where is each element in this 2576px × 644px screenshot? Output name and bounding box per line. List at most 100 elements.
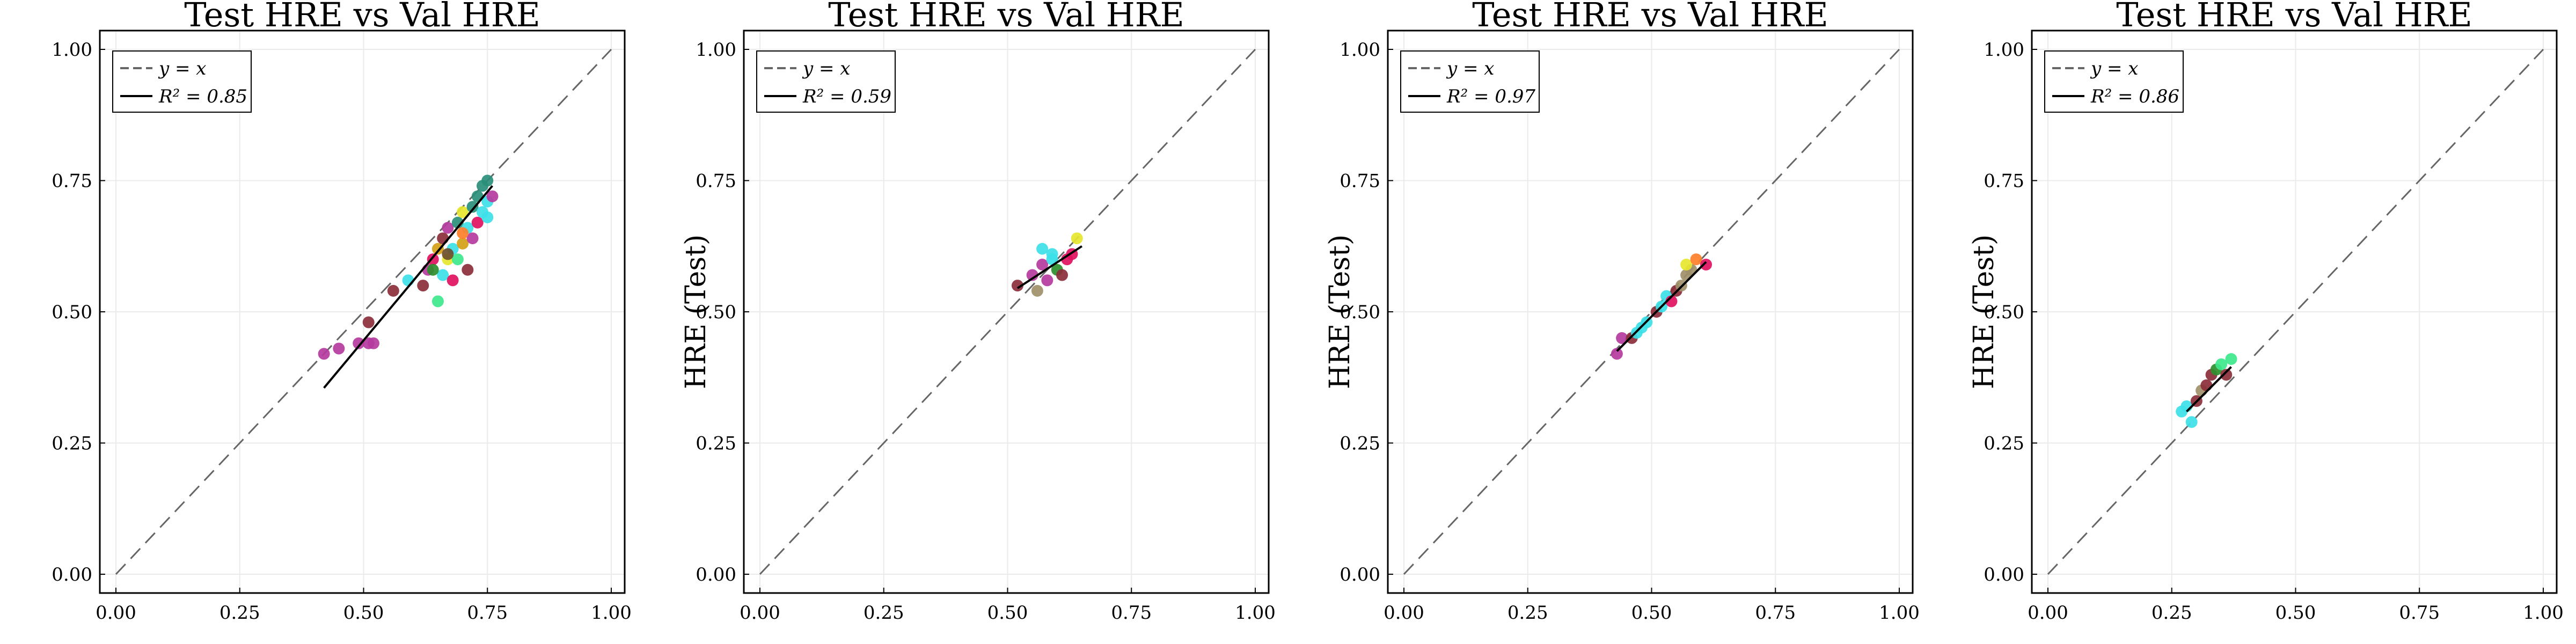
y-axis-label: HRE (Test) bbox=[680, 235, 712, 390]
x-tick-label: 0.50 bbox=[1631, 602, 1672, 624]
legend-box bbox=[2044, 50, 2184, 113]
scatter-point bbox=[318, 348, 330, 360]
scatter-point bbox=[2185, 416, 2198, 428]
legend-label: y = x bbox=[802, 58, 851, 79]
y-axis-label: HRE (Test) bbox=[1324, 235, 1356, 390]
scatter-point bbox=[1036, 243, 1049, 255]
chart-panel-4: Test HRE vs Val HRE 0.000.00 0.25 0.25 0.50 0… bbox=[1968, 0, 2564, 624]
x-tick-label: 0.75 bbox=[1755, 602, 1796, 624]
y-tick-label: 1.00 bbox=[1340, 39, 1380, 61]
identity-line bbox=[759, 48, 1256, 575]
scatter-point bbox=[427, 264, 439, 276]
x-tick-label: 0.25 bbox=[863, 602, 904, 624]
fit-line bbox=[1016, 245, 1083, 289]
scatter-point bbox=[481, 174, 494, 187]
legend-label: R² = 0.97 bbox=[1446, 86, 1535, 107]
scatter-point bbox=[362, 316, 375, 328]
legend-box bbox=[1400, 50, 1540, 113]
legend-box bbox=[112, 50, 252, 113]
y-tick-label: 0.25 bbox=[52, 433, 92, 455]
scatter-point bbox=[481, 211, 494, 223]
chart-title: Test HRE vs Val HRE bbox=[2116, 0, 2472, 34]
x-tick-label: 1.00 bbox=[1879, 602, 1920, 624]
chart-panel-2: Test HRE vs Val HRE 0.000.00 0.25 0.25 0.50 0… bbox=[680, 0, 1276, 624]
y-tick-label: 1.00 bbox=[1984, 39, 2024, 61]
identity-line bbox=[2047, 48, 2544, 575]
x-tick-label: 0.75 bbox=[2399, 602, 2440, 624]
y-axis-label: HRE (Test) bbox=[1968, 235, 2000, 390]
y-tick-label: 0.75 bbox=[1984, 171, 2024, 192]
chart-title: Test HRE vs Val HRE bbox=[828, 0, 1184, 34]
y-tick-label: 0.00 bbox=[1340, 564, 1380, 586]
legend-label: R² = 0.59 bbox=[802, 86, 891, 107]
legend-label: R² = 0.86 bbox=[2090, 86, 2179, 107]
scatter-point bbox=[451, 253, 464, 266]
scatter-point bbox=[457, 206, 469, 218]
scatter-point bbox=[353, 337, 365, 349]
scatter-point bbox=[387, 284, 399, 297]
x-tick-label: 0.00 bbox=[1384, 602, 1424, 624]
scatter-point bbox=[367, 337, 379, 349]
scatter-point bbox=[1036, 258, 1049, 270]
y-tick-label: 0.00 bbox=[52, 564, 92, 586]
scatter-point bbox=[2215, 358, 2228, 370]
legend-box bbox=[756, 50, 896, 113]
y-tick-label: 0.75 bbox=[696, 171, 736, 192]
y-tick-label: 0.50 bbox=[52, 302, 92, 323]
y-tick-label: 0.75 bbox=[52, 171, 92, 192]
fit-line bbox=[1616, 261, 1707, 352]
scatter-point bbox=[457, 227, 469, 239]
scatter-point bbox=[1071, 232, 1083, 245]
scatter-point bbox=[333, 342, 345, 355]
legend: y = x R² = 0.97 bbox=[1400, 50, 1540, 113]
scatter-point bbox=[1046, 248, 1058, 260]
legend-label: y = x bbox=[1446, 58, 1495, 79]
y-tick-label: 1.00 bbox=[52, 39, 92, 61]
y-tick-label: 0.50 bbox=[1984, 302, 2024, 323]
legend-label: y = x bbox=[2090, 58, 2139, 79]
x-tick-label: 0.25 bbox=[219, 602, 260, 624]
fit-line bbox=[2186, 366, 2232, 413]
chart-panel-3: Test HRE vs Val HRE 0.000.00 0.25 0.25 0.50 0… bbox=[1324, 0, 1920, 624]
chart-panel-1: Test HRE vs Val HRE 0.000.00 0.25 0.25 0.50 0… bbox=[52, 0, 632, 624]
x-tick-label: 0.50 bbox=[987, 602, 1028, 624]
scatter-point bbox=[1011, 280, 1023, 292]
legend-label: y = x bbox=[158, 58, 207, 79]
chart-title: Test HRE vs Val HRE bbox=[184, 0, 540, 34]
scatter-point bbox=[437, 232, 449, 245]
x-tick-label: 1.00 bbox=[591, 602, 632, 624]
scatter-point bbox=[1611, 348, 1623, 360]
x-tick-label: 0.00 bbox=[740, 602, 780, 624]
x-tick-label: 1.00 bbox=[1235, 602, 1276, 624]
x-tick-label: 0.75 bbox=[1111, 602, 1152, 624]
scatter-point bbox=[471, 216, 484, 229]
x-tick-label: 0.00 bbox=[2028, 602, 2068, 624]
scatter-point bbox=[1031, 284, 1043, 297]
legend: y = x R² = 0.59 bbox=[756, 50, 896, 113]
scatter-point bbox=[417, 280, 429, 292]
x-tick-label: 1.00 bbox=[2523, 602, 2564, 624]
legend: y = x R² = 0.86 bbox=[2044, 50, 2184, 113]
y-tick-label: 0.25 bbox=[1340, 433, 1380, 455]
scatter-point bbox=[431, 295, 444, 308]
y-tick-label: 0.50 bbox=[696, 302, 736, 323]
scatter-point bbox=[1616, 332, 1628, 344]
x-tick-label: 0.00 bbox=[96, 602, 136, 624]
scatter-point bbox=[486, 190, 499, 202]
x-tick-label: 0.50 bbox=[2275, 602, 2316, 624]
scatter-point bbox=[1026, 269, 1038, 281]
scatter-point bbox=[1700, 258, 1713, 270]
identity-line bbox=[1403, 48, 1900, 575]
scatter-point bbox=[431, 243, 444, 255]
scatter-point bbox=[466, 201, 479, 213]
scatter-point bbox=[1680, 258, 1693, 270]
x-tick-label: 0.50 bbox=[343, 602, 384, 624]
scatter-point bbox=[447, 274, 459, 287]
scatter-point bbox=[462, 264, 474, 276]
y-tick-label: 0.00 bbox=[1984, 564, 2024, 586]
chart-title: Test HRE vs Val HRE bbox=[1472, 0, 1828, 34]
y-tick-label: 0.25 bbox=[696, 433, 736, 455]
legend: y = x R² = 0.85 bbox=[112, 50, 252, 113]
identity-line bbox=[115, 48, 612, 575]
